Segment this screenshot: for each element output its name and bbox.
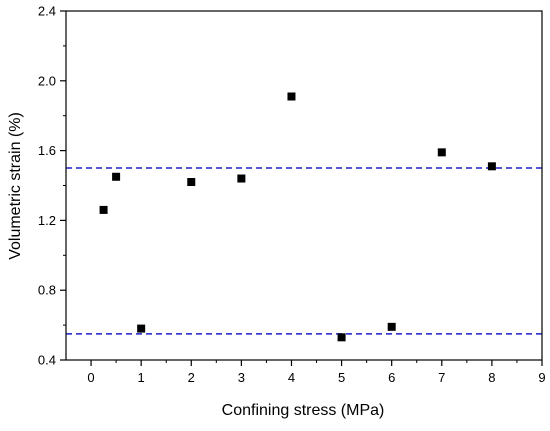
data-point: [287, 92, 296, 101]
x-tick-label: 3: [238, 370, 245, 385]
plot-frame: [65, 10, 543, 361]
data-points: [99, 92, 496, 342]
data-point: [387, 322, 396, 331]
x-tick-label: 0: [87, 370, 94, 385]
x-tick-label: 4: [288, 370, 295, 385]
y-axis-title: Volumetric strain (%): [7, 112, 24, 260]
data-point: [237, 174, 246, 183]
x-tick-label: 8: [488, 370, 495, 385]
data-point: [112, 172, 121, 181]
data-point: [99, 205, 108, 214]
x-tick-label: 2: [188, 370, 195, 385]
data-point: [487, 162, 496, 171]
reference-lines: [66, 167, 542, 335]
x-tick-label: 6: [388, 370, 395, 385]
y-tick-label: 1.2: [38, 213, 56, 228]
data-point: [137, 324, 146, 333]
axes: [65, 10, 543, 361]
y-tick-label: 2.4: [38, 4, 56, 19]
x-tick-label: 1: [138, 370, 145, 385]
y-tick-label: 2.0: [38, 73, 56, 88]
x-tick-label: 7: [438, 370, 445, 385]
data-point: [337, 333, 346, 342]
data-point: [437, 148, 446, 157]
y-tick-label: 1.6: [38, 143, 56, 158]
ticks: 0 1 2 3 4 5 6 7 8 9 0.4 0.8 1.2 1.6 2.0 2.4: [38, 4, 546, 386]
x-tick-label: 9: [538, 370, 545, 385]
y-tick-label: 0.4: [38, 353, 56, 368]
x-axis-title: Confining stress (MPa): [222, 402, 385, 419]
y-tick-label: 0.8: [38, 283, 56, 298]
x-tick-label: 5: [338, 370, 345, 385]
data-point: [187, 178, 196, 187]
